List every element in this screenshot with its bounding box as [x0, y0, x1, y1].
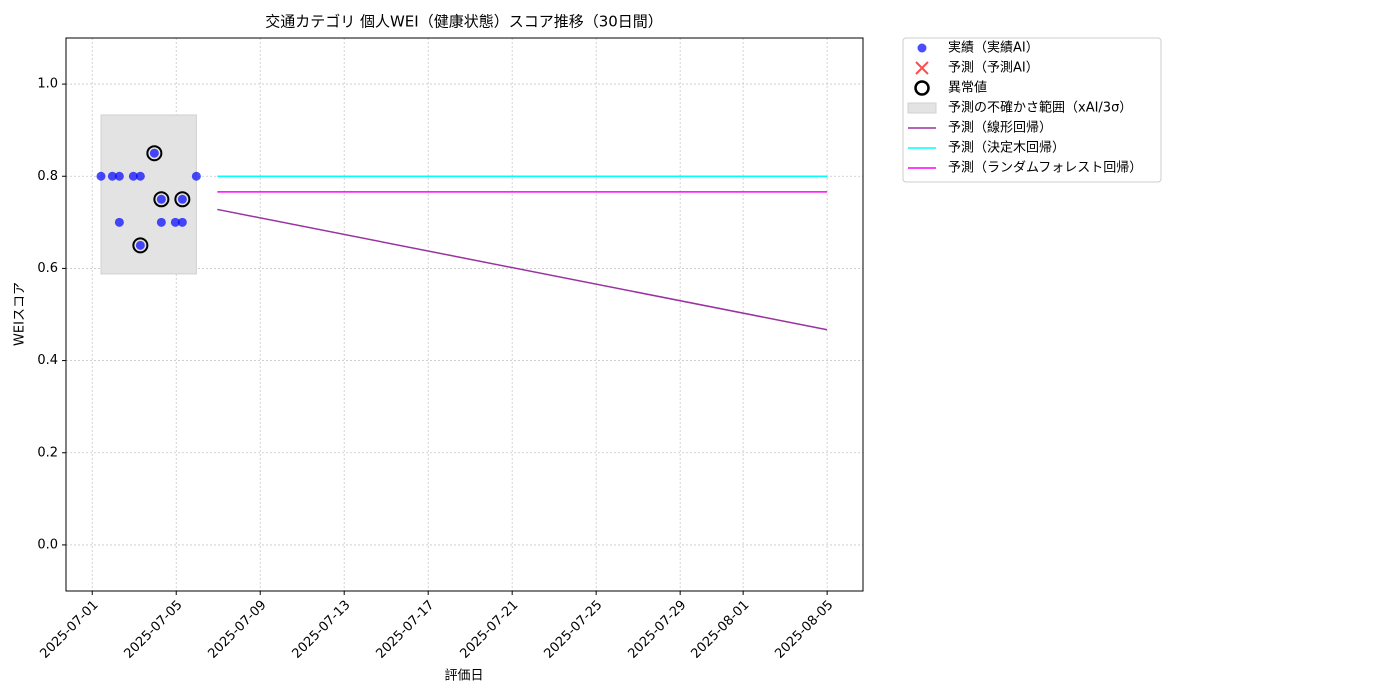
- x-tick-label: 2025-07-09: [205, 598, 269, 662]
- legend-label: 予測の不確かさ範囲（xAI/3σ）: [948, 100, 1132, 116]
- y-tick-label: 0.0: [37, 537, 58, 552]
- legend-label: 実績（実績AI）: [948, 40, 1039, 56]
- x-tick-label: 2025-07-17: [373, 598, 437, 662]
- point: [114, 171, 124, 181]
- legend-label: 予測（線形回帰）: [948, 120, 1052, 136]
- point: [170, 217, 180, 227]
- legend-marker: [907, 102, 937, 114]
- legend-label: 予測（ランダムフォレスト回帰）: [948, 160, 1142, 176]
- x-tick-label: 2025-08-01: [688, 598, 752, 662]
- y-tick-label: 0.6: [37, 261, 58, 276]
- point: [177, 217, 187, 227]
- x-tick-label: 2025-07-21: [457, 598, 521, 662]
- point: [128, 171, 138, 181]
- point: [177, 194, 187, 204]
- point: [191, 171, 201, 181]
- legend-marker: [915, 61, 929, 75]
- point: [96, 171, 106, 181]
- legend-box: [902, 37, 1162, 183]
- legend-label: 異常値: [948, 80, 987, 96]
- anomaly: [153, 191, 170, 208]
- x-tick-label: 2025-07-29: [625, 598, 689, 662]
- x-tick-label: 2025-08-05: [772, 598, 836, 662]
- chart-title: 交通カテゴリ 個人WEI（健康状態）スコア推移（30日間）: [265, 13, 663, 31]
- x-tick-label: 2025-07-25: [541, 598, 605, 662]
- legend-marker: [914, 80, 930, 96]
- plot-frame: [65, 37, 864, 592]
- anomaly: [174, 191, 191, 208]
- point: [135, 240, 145, 250]
- anomaly: [146, 145, 163, 162]
- x-tick-label: 2025-07-13: [289, 598, 353, 662]
- y-tick-label: 0.2: [37, 445, 58, 460]
- legend-label: 予測（決定木回帰）: [948, 140, 1065, 156]
- point: [156, 194, 166, 204]
- point: [135, 171, 145, 181]
- x-axis-label: 評価日: [444, 669, 483, 684]
- y-axis-label: WEIスコア: [13, 282, 28, 346]
- x-tick-label: 2025-07-01: [38, 598, 102, 662]
- line: [217, 208, 828, 331]
- anomaly: [132, 237, 149, 254]
- legend-marker: [917, 43, 927, 53]
- point: [149, 148, 159, 158]
- legend-label: 予測（予測AI）: [948, 61, 1039, 76]
- uncertainty-band: [100, 114, 197, 275]
- y-tick-label: 0.8: [37, 169, 58, 184]
- y-tick-label: 0.4: [37, 353, 58, 368]
- y-tick-label: 1.0: [37, 77, 58, 92]
- x-tick-label: 2025-07-05: [121, 598, 185, 662]
- point: [107, 171, 117, 181]
- point: [114, 217, 124, 227]
- point: [156, 217, 166, 227]
